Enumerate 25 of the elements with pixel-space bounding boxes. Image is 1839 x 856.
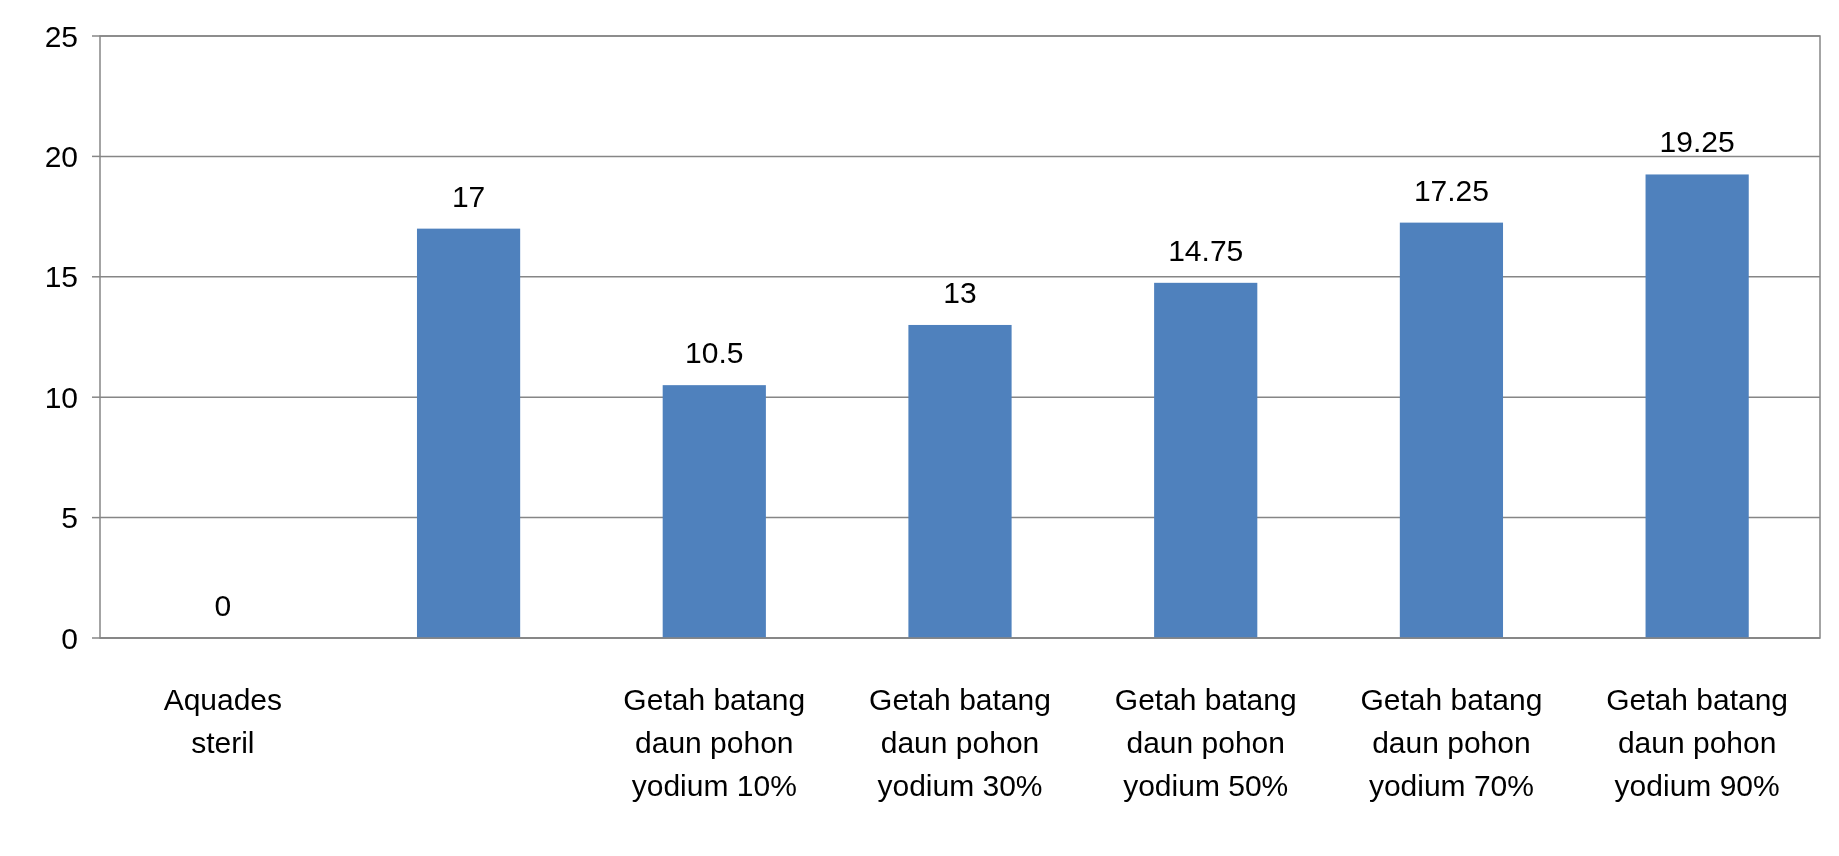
x-tick-label: Getah batang daun pohon yodium 10% <box>623 683 806 802</box>
x-tick-label: Getah batang daun pohon yodium 50% <box>1114 683 1297 802</box>
bar <box>908 324 1012 638</box>
bar <box>1399 222 1504 638</box>
data-label: 17.25 <box>1413 173 1489 207</box>
data-label: 14.75 <box>1168 233 1244 267</box>
y-tick-label: 0 <box>61 621 78 655</box>
x-tick-label: Getah batang daun pohon yodium 70% <box>1360 683 1543 802</box>
x-tick-label: Getah batang daun pohon yodium 30% <box>869 683 1051 802</box>
data-label: 17 <box>451 179 486 213</box>
bar <box>662 385 766 638</box>
bar <box>1645 174 1749 638</box>
y-tick-label: 15 <box>44 260 78 294</box>
y-tick-label: 5 <box>61 501 78 535</box>
data-label: 19.25 <box>1659 125 1735 159</box>
x-tick-label: Getah batang daun pohon yodium 90% <box>1606 683 1789 802</box>
data-label: 0 <box>214 589 232 622</box>
y-tick-label: 10 <box>44 380 78 414</box>
x-tick-label: Aquades steril <box>163 683 283 759</box>
bar <box>1154 282 1258 638</box>
data-label: 10.5 <box>685 336 744 370</box>
bar <box>416 228 521 638</box>
y-tick-label: 25 <box>44 19 78 53</box>
y-tick-label: 20 <box>44 139 78 173</box>
data-label: 13 <box>943 275 977 309</box>
